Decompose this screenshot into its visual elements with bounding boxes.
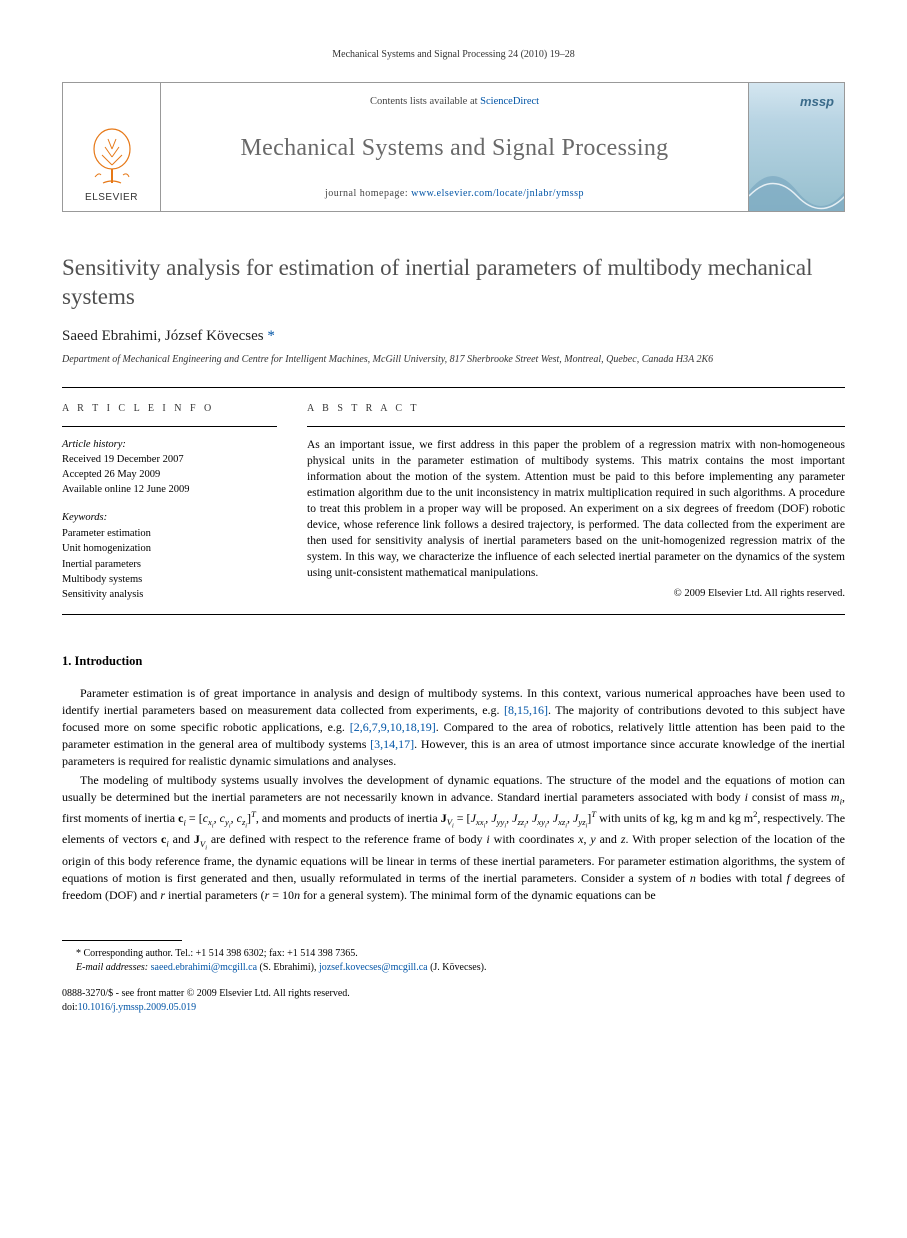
citation-link[interactable]: [8,15,16] xyxy=(504,703,548,717)
contents-available-line: Contents lists available at ScienceDirec… xyxy=(177,95,732,110)
author-affiliation: Department of Mechanical Engineering and… xyxy=(62,353,845,367)
article-info-heading: A R T I C L E I N F O xyxy=(62,402,277,416)
corresponding-author-footnote: * Corresponding author. Tel.: +1 514 398… xyxy=(62,947,845,961)
elsevier-tree-icon xyxy=(87,127,137,187)
intro-paragraph-2: The modeling of multibody systems usuall… xyxy=(62,772,845,905)
sciencedirect-link[interactable]: ScienceDirect xyxy=(480,96,539,107)
article-title: Sensitivity analysis for estimation of i… xyxy=(62,254,845,312)
doi-link[interactable]: 10.1016/j.ymssp.2009.05.019 xyxy=(78,1002,197,1013)
publisher-name: ELSEVIER xyxy=(85,191,138,205)
author-email-link[interactable]: jozsef.kovecses@mcgill.ca xyxy=(319,962,428,973)
history-accepted: Accepted 26 May 2009 xyxy=(62,467,277,482)
journal-title: Mechanical Systems and Signal Processing xyxy=(177,132,732,166)
section-1-heading: 1. Introduction xyxy=(62,653,845,671)
abstract-copyright: © 2009 Elsevier Ltd. All rights reserved… xyxy=(307,587,845,602)
keywords-block: Keywords: Parameter estimation Unit homo… xyxy=(62,511,277,602)
cover-wave-icon xyxy=(749,151,844,211)
author-email-link[interactable]: saeed.ebrahimi@mcgill.ca xyxy=(151,962,257,973)
info-abstract-row: A R T I C L E I N F O Article history: R… xyxy=(62,388,845,615)
divider xyxy=(307,426,845,427)
author-list: Saeed Ebrahimi, József Kövecses * xyxy=(62,326,845,347)
doi-label: doi: xyxy=(62,1002,78,1013)
article-info-column: A R T I C L E I N F O Article history: R… xyxy=(62,402,277,603)
corresponding-author-marker[interactable]: * xyxy=(267,328,275,344)
footnote-rule xyxy=(62,940,182,941)
page-footer: 0888-3270/$ - see front matter © 2009 El… xyxy=(62,987,845,1014)
citation-link[interactable]: [2,6,7,9,10,18,19] xyxy=(350,720,436,734)
history-label: Article history: xyxy=(62,437,277,452)
publisher-logo-block: ELSEVIER xyxy=(63,83,161,211)
keyword: Inertial parameters xyxy=(62,557,277,572)
history-received: Received 19 December 2007 xyxy=(62,452,277,467)
masthead-center: Contents lists available at ScienceDirec… xyxy=(161,83,748,211)
contents-prefix: Contents lists available at xyxy=(370,96,480,107)
abstract-text: As an important issue, we first address … xyxy=(307,437,845,582)
journal-cover-thumb: mssp xyxy=(748,83,844,211)
abstract-heading: A B S T R A C T xyxy=(307,402,845,416)
email-who: (J. Kövecses). xyxy=(428,962,487,973)
cover-abbrev: mssp xyxy=(800,93,834,111)
abstract-column: A B S T R A C T As an important issue, w… xyxy=(307,402,845,603)
doi-line: doi:10.1016/j.ymssp.2009.05.019 xyxy=(62,1001,845,1015)
citation-link[interactable]: [3,14,17] xyxy=(370,737,414,751)
keywords-label: Keywords: xyxy=(62,511,277,526)
intro-paragraph-1: Parameter estimation is of great importa… xyxy=(62,685,845,770)
journal-homepage-line: journal homepage: www.elsevier.com/locat… xyxy=(177,187,732,201)
journal-masthead: ELSEVIER Contents lists available at Sci… xyxy=(62,82,845,212)
email-label: E-mail addresses: xyxy=(76,962,148,973)
article-history-block: Article history: Received 19 December 20… xyxy=(62,437,277,498)
running-head: Mechanical Systems and Signal Processing… xyxy=(62,48,845,62)
history-online: Available online 12 June 2009 xyxy=(62,482,277,497)
issn-copyright-line: 0888-3270/$ - see front matter © 2009 El… xyxy=(62,987,845,1001)
keyword: Sensitivity analysis xyxy=(62,587,277,602)
author-names: Saeed Ebrahimi, József Kövecses xyxy=(62,328,264,344)
keyword: Parameter estimation xyxy=(62,526,277,541)
keyword: Unit homogenization xyxy=(62,541,277,556)
journal-homepage-link[interactable]: www.elsevier.com/locate/jnlabr/ymssp xyxy=(411,188,584,199)
divider xyxy=(62,426,277,427)
email-footnote: E-mail addresses: saeed.ebrahimi@mcgill.… xyxy=(62,961,845,975)
divider xyxy=(62,614,845,615)
email-who: (S. Ebrahimi), xyxy=(257,962,319,973)
keyword: Multibody systems xyxy=(62,572,277,587)
homepage-prefix: journal homepage: xyxy=(325,188,411,199)
